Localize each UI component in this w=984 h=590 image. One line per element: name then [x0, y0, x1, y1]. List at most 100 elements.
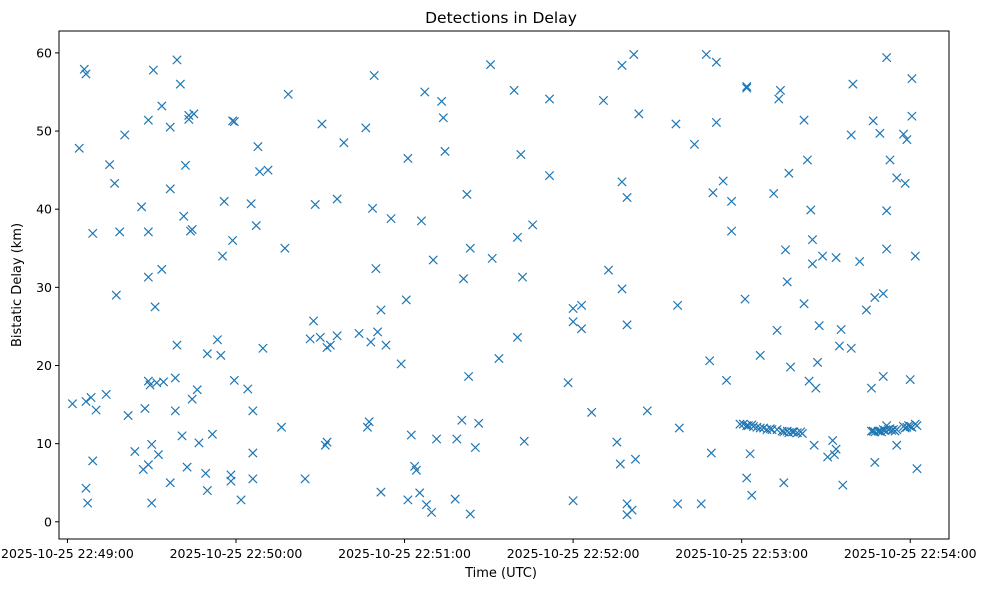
- data-point-marker: [207, 429, 218, 439]
- data-point-marker: [364, 417, 374, 427]
- data-point-marker: [485, 59, 496, 70]
- data-point-marker: [892, 424, 902, 435]
- data-point-marker: [708, 188, 718, 198]
- data-point-marker: [612, 437, 622, 447]
- data-point-marker: [809, 440, 819, 450]
- data-point-marker: [372, 327, 383, 337]
- data-point-marker: [157, 264, 167, 274]
- data-point-marker: [829, 449, 840, 460]
- data-point-marker: [855, 256, 865, 267]
- data-point-marker: [81, 396, 91, 407]
- data-point-marker: [912, 464, 922, 474]
- data-point-marker: [172, 340, 182, 350]
- data-point-marker: [517, 272, 528, 282]
- data-point-marker: [689, 139, 700, 149]
- data-point-marker: [386, 213, 396, 224]
- data-point-marker: [143, 115, 153, 125]
- data-point-marker: [755, 350, 765, 360]
- data-point-marker: [802, 155, 813, 165]
- data-point-marker: [671, 119, 681, 129]
- data-point-marker: [831, 444, 841, 454]
- data-point-marker: [885, 155, 895, 165]
- data-point-marker: [831, 253, 841, 263]
- data-point-marker: [718, 176, 728, 186]
- data-point-marker: [150, 302, 160, 312]
- data-point-marker: [747, 490, 757, 500]
- y-axis: 0 10 20 30 40 50 60: [36, 45, 59, 529]
- data-point-marker: [81, 69, 91, 79]
- data-point-marker: [143, 227, 153, 237]
- data-point-marker: [775, 85, 786, 96]
- data-point-marker: [462, 189, 472, 199]
- x-tick-label: 2025-10-25 22:51:00: [338, 546, 471, 561]
- data-point-marker: [870, 292, 880, 303]
- data-point-marker: [838, 480, 848, 490]
- data-point-marker: [742, 83, 752, 93]
- data-point-marker: [229, 375, 239, 385]
- data-point-marker: [615, 459, 625, 469]
- data-point-marker: [227, 116, 238, 126]
- data-point-marker: [172, 55, 182, 65]
- data-point-marker: [248, 474, 258, 484]
- y-tick-label: 30: [36, 280, 52, 295]
- data-point-marker: [785, 362, 796, 372]
- data-point-marker: [622, 499, 632, 509]
- data-point-marker: [403, 153, 413, 164]
- data-point-marker: [799, 299, 809, 309]
- data-point-marker: [705, 356, 715, 366]
- data-point-marker: [83, 498, 93, 508]
- data-point-marker: [216, 350, 226, 360]
- y-tick-label: 50: [36, 124, 52, 139]
- data-point-marker: [878, 288, 888, 299]
- data-point-marker: [450, 494, 460, 504]
- data-point-marker: [396, 359, 406, 369]
- data-point-marker: [892, 440, 902, 450]
- data-point-marker: [320, 440, 330, 450]
- data-point-marker: [406, 430, 416, 440]
- data-point-marker: [317, 119, 327, 129]
- data-point-marker: [823, 452, 833, 462]
- data-point-marker: [779, 478, 789, 488]
- data-point-marker: [617, 60, 627, 71]
- data-point-marker: [310, 199, 320, 210]
- y-tick-label: 20: [36, 358, 52, 373]
- data-point-marker: [362, 422, 373, 432]
- data-point-marker: [371, 263, 381, 274]
- data-point-marker: [868, 116, 878, 126]
- data-point-marker: [740, 294, 750, 304]
- data-point-marker: [305, 334, 315, 344]
- data-point-marker: [465, 243, 475, 253]
- data-point-marker: [907, 111, 917, 121]
- data-point-marker: [426, 507, 437, 518]
- data-point-marker: [834, 341, 845, 351]
- data-point-marker: [512, 332, 523, 342]
- data-point-marker: [774, 94, 784, 104]
- data-point-marker: [905, 374, 915, 385]
- data-point-marker: [361, 123, 371, 133]
- x-tick-label: 2025-10-25 22:49:00: [1, 546, 134, 561]
- data-point-marker: [189, 109, 199, 119]
- data-point-marker: [797, 428, 807, 439]
- data-point-marker: [882, 206, 892, 216]
- data-point-marker: [882, 52, 892, 63]
- data-point-marker: [836, 324, 846, 335]
- scatter-series: [67, 49, 922, 520]
- data-point-marker: [158, 377, 169, 387]
- data-point-marker: [494, 353, 504, 364]
- data-point-marker: [875, 128, 885, 139]
- data-point-marker: [866, 383, 877, 393]
- x-tick-label: 2025-10-25 22:54:00: [844, 546, 977, 561]
- data-point-marker: [870, 457, 880, 468]
- data-point-marker: [308, 316, 319, 326]
- data-point-marker: [202, 485, 212, 496]
- data-point-marker: [248, 406, 258, 416]
- data-point-marker: [212, 335, 223, 345]
- data-point-marker: [622, 192, 632, 203]
- data-point-marker: [143, 460, 153, 470]
- data-point-marker: [634, 109, 644, 119]
- data-point-marker: [192, 385, 202, 395]
- data-point-marker: [187, 224, 197, 235]
- data-point-marker: [742, 473, 752, 483]
- data-point-marker: [458, 274, 469, 284]
